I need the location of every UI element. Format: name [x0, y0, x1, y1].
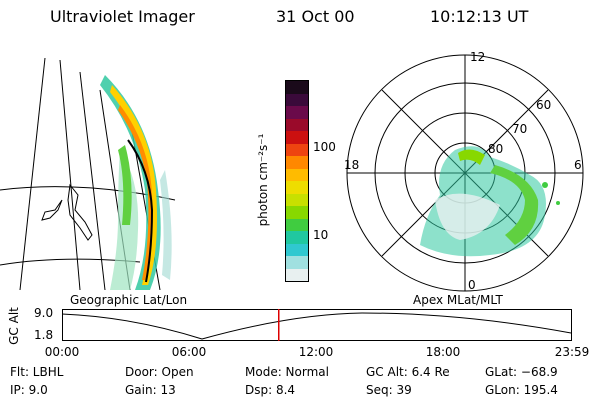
status-glat: GLat: −68.9	[485, 365, 558, 379]
mlt-label-0: 0	[468, 278, 476, 292]
colorbar-swatch	[286, 218, 308, 231]
status-gcalt: GC Alt: 6.4 Re	[366, 365, 450, 379]
status-ip: IP: 9.0	[10, 383, 48, 397]
timeline-xtick-0: 00:00	[44, 345, 80, 359]
mlt-label-12: 12	[470, 50, 485, 64]
status-gain: Gain: 13	[125, 383, 176, 397]
mlt-label-6: 6	[574, 158, 582, 172]
colorbar-swatch	[286, 143, 308, 156]
colorbar-swatch	[286, 231, 308, 244]
colorbar-swatch	[286, 243, 308, 256]
date-label: 31 Oct 00	[276, 7, 355, 26]
mlt-label-18: 18	[344, 158, 359, 172]
colorbar-unit-label: photon cm⁻²s⁻¹	[256, 133, 270, 227]
colorbar-swatch	[286, 268, 308, 281]
timeline-xtick-2: 12:00	[298, 345, 334, 359]
mlat-label-60: 60	[536, 98, 551, 112]
colorbar-swatch	[286, 131, 308, 144]
colorbar-tick-100: 100	[313, 140, 336, 154]
geographic-label: Geographic Lat/Lon	[70, 293, 188, 307]
colorbar-swatch	[286, 106, 308, 119]
timeline-ytick-top: 9.0	[34, 306, 54, 320]
timeline-frame	[62, 309, 572, 341]
timeline-xtick-3: 18:00	[425, 345, 461, 359]
auroral-emission	[100, 75, 172, 290]
timeline-plot	[62, 309, 572, 341]
status-flt: Flt: LBHL	[10, 365, 64, 379]
status-mode: Mode: Normal	[245, 365, 329, 379]
mlat-label-80: 80	[488, 142, 503, 156]
status-glon: GLon: 195.4	[485, 383, 558, 397]
timeline-xtick-4: 23:59	[554, 345, 590, 359]
colorbar	[285, 80, 309, 282]
colorbar-swatch	[286, 93, 308, 106]
polar-label: Apex MLat/MLT	[413, 293, 503, 307]
polar-plot: 12 18 6 0 60 70 80	[344, 50, 584, 292]
colorbar-swatch	[286, 168, 308, 181]
status-door: Door: Open	[125, 365, 194, 379]
colorbar-swatch	[286, 206, 308, 219]
colorbar-swatch	[286, 256, 308, 269]
geographic-image-panel	[0, 57, 176, 290]
colorbar-swatch	[286, 118, 308, 131]
altitude-curve	[62, 312, 572, 340]
timeline-ytick-bottom: 1.8	[34, 328, 54, 342]
colorbar-swatch	[286, 193, 308, 206]
status-dsp: Dsp: 8.4	[245, 383, 296, 397]
time-label: 10:12:13 UT	[430, 7, 529, 26]
status-seq: Seq: 39	[366, 383, 412, 397]
polar-auroral-emission	[420, 146, 560, 257]
app-title: Ultraviolet Imager	[50, 7, 195, 26]
geographic-image-content	[0, 57, 176, 290]
timeline-xtick-1: 06:00	[171, 345, 207, 359]
timeline-ylabel: GC Alt	[7, 307, 21, 345]
colorbar-tick-10: 10	[313, 228, 329, 242]
mlat-label-70: 70	[512, 122, 527, 136]
colorbar-swatch	[286, 81, 308, 94]
coastline	[41, 183, 93, 241]
colorbar-swatch	[286, 181, 308, 194]
colorbar-swatch	[286, 156, 308, 169]
